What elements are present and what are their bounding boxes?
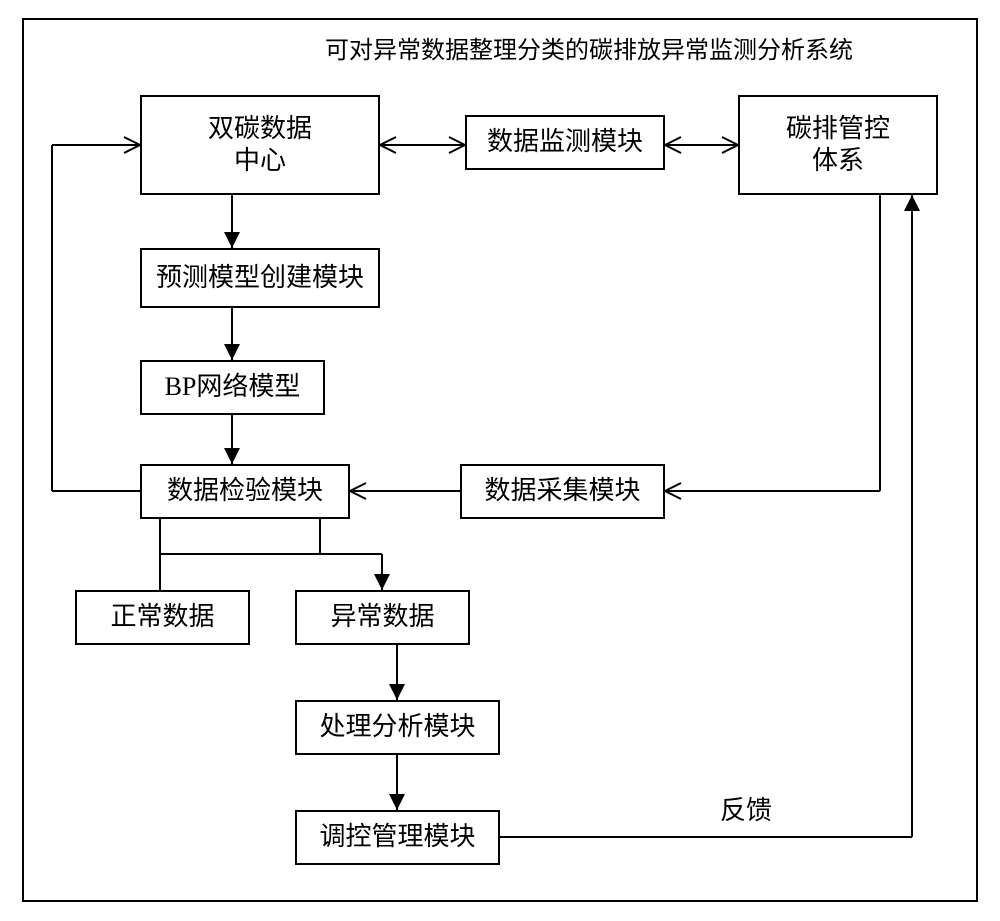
node-label: BP网络模型 <box>165 371 301 404</box>
node-label: 数据监测模块 <box>487 126 643 159</box>
node-control-system: 碳排管控 体系 <box>738 95 938 195</box>
node-data-collect: 数据采集模块 <box>460 464 665 519</box>
node-label: 预测模型创建模块 <box>156 262 364 295</box>
node-label: 碳排管控 体系 <box>786 113 890 178</box>
node-regulation-manage: 调控管理模块 <box>295 810 500 865</box>
node-label: 数据检验模块 <box>167 475 323 508</box>
node-normal-data: 正常数据 <box>75 590 250 645</box>
node-label: 正常数据 <box>110 601 214 634</box>
node-label: 数据采集模块 <box>484 475 640 508</box>
node-abnormal-data: 异常数据 <box>295 590 470 645</box>
node-process-analysis: 处理分析模块 <box>295 700 500 755</box>
node-bp-model: BP网络模型 <box>140 360 325 415</box>
node-label: 调控管理模块 <box>319 821 475 854</box>
node-label: 异常数据 <box>330 601 434 634</box>
node-data-center: 双碳数据 中心 <box>140 95 380 195</box>
node-data-check: 数据检验模块 <box>140 464 350 519</box>
diagram-canvas: 可对异常数据整理分类的碳排放异常监测分析系统 双碳数据 中心 数据监测模块 碳排… <box>0 0 1000 921</box>
diagram-title: 可对异常数据整理分类的碳排放异常监测分析系统 <box>325 30 853 65</box>
node-model-create: 预测模型创建模块 <box>140 248 380 308</box>
node-label: 处理分析模块 <box>319 711 475 744</box>
node-label: 双碳数据 中心 <box>208 113 312 178</box>
node-data-monitor: 数据监测模块 <box>465 115 665 170</box>
edge-label-feedback: 反馈 <box>720 790 772 827</box>
